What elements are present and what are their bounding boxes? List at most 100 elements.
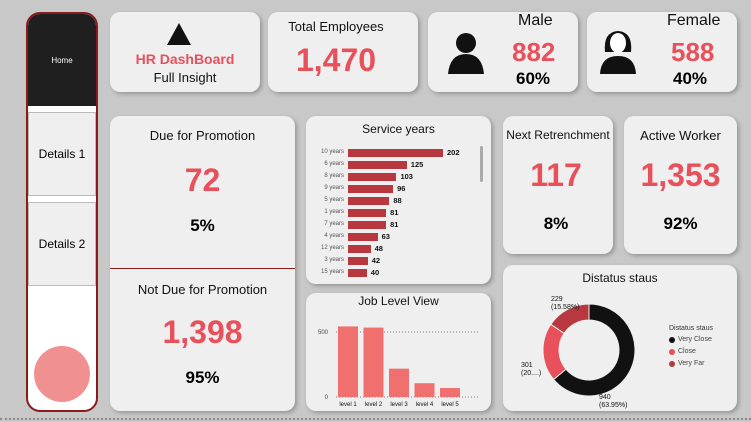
legend-label: Very Far — [678, 360, 705, 367]
sidebar-item-label: Home — [51, 55, 73, 65]
not-due-promotion-label: Not Due for Promotion — [137, 282, 268, 297]
service-years-row: 9 years 96 — [310, 183, 490, 195]
service-years-data-label: 202 — [447, 148, 460, 157]
sidebar-item-home[interactable]: Home — [28, 14, 96, 106]
service-years-tick-label: 4 years — [324, 233, 344, 239]
distatus-card: Distatus staus 940 (63.95%) 301 (20....) 229… — [503, 265, 737, 411]
promotion-divider — [110, 268, 295, 269]
legend-item[interactable]: Close — [669, 348, 737, 355]
service-years-bar[interactable] — [348, 149, 443, 157]
service-years-bar[interactable] — [348, 197, 390, 205]
legend-dot-icon — [669, 360, 675, 367]
service-years-tick-label: 3 years — [324, 257, 344, 263]
job-level-xtick: level 5 — [441, 402, 459, 408]
service-years-bar[interactable] — [348, 269, 367, 277]
sidebar-item-label: Details 2 — [38, 237, 86, 251]
total-employees-label: Total Employees — [288, 19, 384, 34]
legend-item[interactable]: Very Far — [669, 360, 737, 367]
service-years-row: 4 years 63 — [310, 231, 490, 243]
service-years-bar[interactable] — [348, 173, 397, 181]
service-years-card: Service years 10 years 202 6 years 125 8 yea… — [306, 116, 491, 284]
service-years-title: Service years — [362, 122, 435, 136]
promotion-card: Due for Promotion 72 5% Not Due for Prom… — [110, 116, 295, 411]
service-years-data-label: 42 — [371, 256, 381, 265]
not-due-promotion-percent: 95% — [185, 368, 220, 387]
service-years-bar[interactable] — [348, 233, 378, 241]
next-retrenchment-value: 117 — [530, 157, 582, 193]
due-promotion-label: Due for Promotion — [149, 128, 256, 143]
service-years-row: 6 years 125 — [310, 159, 490, 171]
service-years-bar[interactable] — [348, 209, 387, 217]
service-years-data-label: 81 — [390, 208, 399, 217]
male-avatar-icon — [448, 33, 484, 74]
sidebar-item-details-2[interactable]: Details 2 — [28, 202, 96, 286]
service-years-bar[interactable] — [348, 245, 371, 253]
job-level-bar[interactable] — [389, 368, 409, 397]
service-years-data-label: 96 — [397, 184, 406, 193]
service-years-row: 3 years 42 — [310, 255, 490, 267]
job-level-xtick: level 1 — [339, 402, 357, 408]
distatus-data-label: (20....) — [521, 370, 541, 377]
job-level-bar[interactable] — [414, 383, 435, 397]
distatus-data-label: 301 — [521, 362, 533, 369]
male-value: 882 — [512, 37, 556, 67]
legend-item[interactable]: Very Close — [669, 336, 737, 343]
service-years-tick-label: 1 years — [324, 209, 344, 215]
job-level-bar[interactable] — [338, 326, 358, 397]
distatus-slice[interactable] — [550, 303, 590, 334]
service-years-tick-label: 12 years — [320, 245, 344, 251]
active-worker-value: 1,353 — [640, 157, 721, 193]
next-retrenchment-card: Next Retrenchment 117 8% — [503, 116, 613, 254]
service-years-bar[interactable] — [348, 161, 407, 169]
sidebar-item-label: Details 1 — [38, 147, 86, 161]
active-worker-card: Active Worker 1,353 92% — [624, 116, 737, 254]
job-level-xtick: level 2 — [365, 402, 383, 408]
distatus-donut-chart: 940(63.95%) 301(20....) 229(15.58%) — [521, 296, 636, 409]
bottom-border — [0, 418, 751, 420]
sidebar: Home Details 1 Details 2 — [26, 12, 98, 412]
service-years-row: 1 years 81 — [310, 207, 490, 219]
service-years-row: 8 years 103 — [310, 171, 490, 183]
female-avatar-icon — [600, 31, 636, 74]
distatus-slice[interactable] — [552, 303, 636, 397]
service-years-tick-label: 8 years — [324, 173, 344, 179]
logo-card: HR DashBoard Full Insight — [110, 12, 260, 92]
service-years-tick-label: 9 years — [324, 185, 344, 191]
triangle-logo-icon — [167, 23, 191, 45]
due-promotion-percent: 5% — [190, 216, 215, 235]
service-years-row: 5 years 88 — [310, 195, 490, 207]
active-worker-percent: 92% — [663, 214, 698, 233]
distatus-data-label: 940 — [599, 394, 611, 401]
job-level-xtick: level 4 — [416, 402, 434, 408]
service-years-bar[interactable] — [348, 257, 368, 265]
female-value: 588 — [671, 37, 715, 67]
active-worker-label: Active Worker — [640, 128, 721, 143]
distatus-data-label: (63.95%) — [599, 402, 627, 409]
sidebar-circle-decoration — [34, 346, 90, 402]
service-years-tick-label: 6 years — [324, 161, 344, 167]
service-years-row: 10 years 202 — [310, 147, 490, 159]
service-years-data-label: 81 — [390, 220, 399, 229]
job-level-chart: 500 0 level 1 level 2 level 3 level 4 level 5 — [318, 326, 478, 408]
service-years-chart: 10 years 202 6 years 125 8 years 103 9 years 96… — [310, 147, 480, 281]
service-years-data-label: 63 — [381, 232, 390, 241]
legend-dot-icon — [669, 336, 675, 343]
sidebar-item-details-1[interactable]: Details 1 — [28, 112, 96, 196]
service-years-data-label: 125 — [410, 160, 424, 169]
service-years-data-label: 48 — [374, 244, 383, 253]
distatus-title: Distatus staus — [582, 271, 658, 285]
service-years-data-label: 88 — [393, 196, 402, 205]
distatus-data-label: (15.58%) — [551, 304, 579, 311]
job-level-card: Job Level View 500 0 level 1 level 2 level 3… — [306, 293, 491, 411]
service-years-bar[interactable] — [348, 221, 387, 229]
job-level-bar[interactable] — [363, 327, 384, 397]
service-years-row: 12 years 48 — [310, 243, 490, 255]
not-due-promotion-value: 1,398 — [162, 314, 243, 350]
job-level-bar[interactable] — [440, 388, 460, 397]
service-years-row: 15 years 40 — [310, 267, 490, 279]
legend-label: Close — [678, 348, 696, 355]
logo-title: HR DashBoard — [135, 51, 235, 67]
service-years-bar[interactable] — [348, 185, 394, 193]
service-years-scrollbar[interactable] — [480, 146, 483, 182]
job-level-ytick: 0 — [325, 395, 329, 401]
